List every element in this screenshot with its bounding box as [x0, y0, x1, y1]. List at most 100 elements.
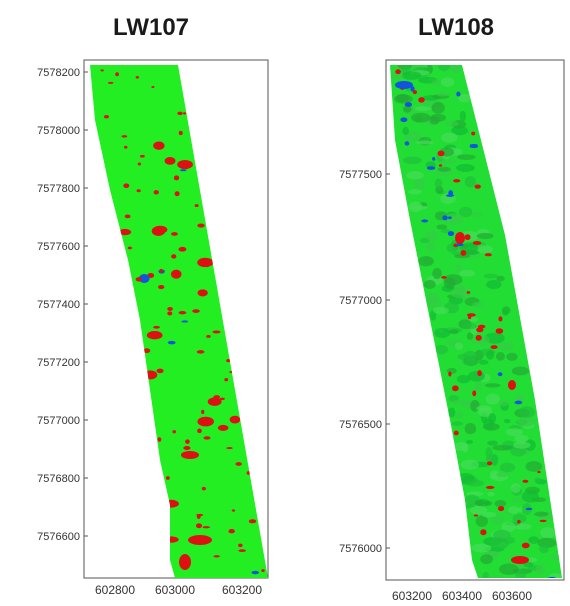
lw108-mottle	[525, 461, 543, 472]
lw108-anomaly-spot	[460, 250, 467, 256]
lw108-anomaly-spot	[410, 86, 415, 92]
lw108-anomaly-spot	[495, 328, 504, 334]
lw108-anomaly-spot	[426, 166, 436, 170]
lw107-anomaly-spot	[121, 135, 128, 138]
lw107-anomaly-spot	[224, 378, 229, 382]
lw108-mottle	[448, 407, 456, 418]
lw108-mottle	[486, 350, 495, 360]
lw108-mottle	[528, 536, 539, 544]
lw108-anomaly-spot	[475, 334, 482, 341]
lw108-mottle	[438, 65, 450, 72]
lw107-anomaly-spot	[123, 183, 130, 189]
lw108-mottle	[455, 263, 463, 273]
lw107-anomaly-spot	[107, 81, 114, 84]
lw107-anomaly-spot	[197, 257, 214, 268]
lw108-mottle	[496, 472, 509, 478]
lw108-mottle	[456, 374, 471, 384]
lw108-anomaly-spot	[448, 190, 454, 196]
lw107-anomaly-spot	[143, 348, 151, 354]
lw107-anomaly-spot	[158, 284, 165, 290]
lw108-mottle	[474, 499, 485, 507]
lw108-anomaly-spot	[466, 291, 471, 294]
lw108-mottle	[523, 561, 534, 568]
lw107-y-tick: 7577800	[37, 183, 80, 195]
lw107-anomaly-spot	[235, 462, 242, 466]
lw108-mottle	[408, 201, 423, 213]
lw108-mottle	[425, 230, 438, 242]
lw108-anomaly-spot	[476, 327, 484, 333]
lw108-mottle	[435, 185, 444, 194]
lw107-anomaly-spot	[228, 528, 235, 534]
lw108-mottle	[457, 93, 472, 103]
lw107-y-tick: 7576600	[37, 531, 80, 543]
lw108-mottle	[481, 511, 497, 518]
lw107-anomaly-spot	[170, 269, 182, 279]
lw107-x-tick: 602800	[95, 583, 135, 597]
lw108-anomaly-spot	[421, 219, 429, 223]
lw108-mottle	[534, 477, 542, 483]
lw108-mottle	[503, 418, 511, 424]
lw108-mottle	[496, 275, 505, 282]
lw108-mottle	[436, 224, 448, 230]
lw108-mottle	[497, 342, 515, 351]
lw108-anomaly-spot	[442, 215, 448, 221]
lw107-anomaly-spot	[238, 543, 243, 548]
lw107-anomaly-spot	[179, 169, 187, 172]
lw108-panel: 7577500 7577000 7576500 7576000 603200 60340…	[339, 59, 565, 603]
lw107-y-tick: 7577200	[37, 357, 80, 369]
lw108-mottle	[471, 543, 492, 553]
lw107-anomaly-spot	[179, 554, 191, 570]
lw108-mottle	[510, 483, 521, 494]
lw107-y-tick: 7578200	[37, 67, 80, 79]
lw108-mottle	[402, 126, 409, 136]
lw108-mottle	[403, 131, 422, 142]
lw108-anomaly-spot	[477, 324, 486, 329]
lw108-y-tick: 7577500	[339, 169, 382, 181]
lw108-anomaly-spot	[485, 485, 495, 490]
lw107-anomaly-spot	[135, 277, 142, 282]
lw107-anomaly-spot	[213, 555, 220, 558]
lw107-anomaly-spot	[207, 397, 222, 406]
lw108-mottle	[476, 232, 494, 239]
lw108-mottle	[512, 441, 531, 449]
lw107-anomaly-spot	[238, 549, 246, 553]
lw107-anomaly-spot	[197, 223, 205, 228]
lw108-mottle	[512, 497, 523, 503]
lw108-anomaly-spot	[456, 91, 461, 97]
lw108-mottle	[406, 171, 424, 180]
lw107-anomaly-spot	[156, 368, 164, 374]
lw108-mottle	[489, 537, 510, 550]
lw108-mottle	[423, 279, 436, 290]
lw107-anomaly-spot	[166, 476, 170, 480]
lw108-mottle	[440, 228, 451, 234]
lw107-anomaly-spot	[231, 509, 236, 512]
lw107-anomaly-spot	[197, 416, 214, 427]
lw108-anomaly-spot	[472, 390, 477, 397]
lw108-anomaly-spot	[537, 470, 541, 474]
lw108-mottle	[456, 411, 463, 419]
lw108-mottle	[446, 159, 457, 164]
lw108-anomaly-spot	[453, 430, 459, 436]
lw107-anomaly-spot	[181, 451, 199, 459]
lw107-y-tick: 7577000	[37, 415, 80, 427]
lw107-anomaly-spot	[197, 428, 202, 434]
lw107-anomaly-spot	[164, 156, 176, 165]
lw107-y-tick: 7578000	[37, 125, 80, 137]
lw107-anomaly-spot	[197, 289, 208, 297]
lw108-mottle	[414, 106, 432, 112]
lw108-mottle	[426, 241, 435, 252]
lw108-anomaly-spot	[522, 479, 529, 483]
lw108-anomaly-spot	[448, 371, 452, 377]
lw107-anomaly-spot	[115, 72, 119, 77]
lw107-anomaly-spot	[226, 447, 233, 450]
lw107-anomaly-spot	[157, 437, 162, 442]
lw108-mottle	[502, 309, 509, 316]
lw108-anomaly-spot	[473, 514, 479, 517]
lw108-mottle	[456, 163, 475, 172]
lw107-anomaly-spot	[196, 514, 201, 519]
lw108-mottle	[487, 491, 495, 497]
lw107-anomaly-spot	[188, 535, 212, 545]
lw107-anomaly-spot	[151, 86, 155, 89]
lw108-mottle	[434, 344, 449, 355]
lw108-anomaly-spot	[548, 576, 556, 578]
